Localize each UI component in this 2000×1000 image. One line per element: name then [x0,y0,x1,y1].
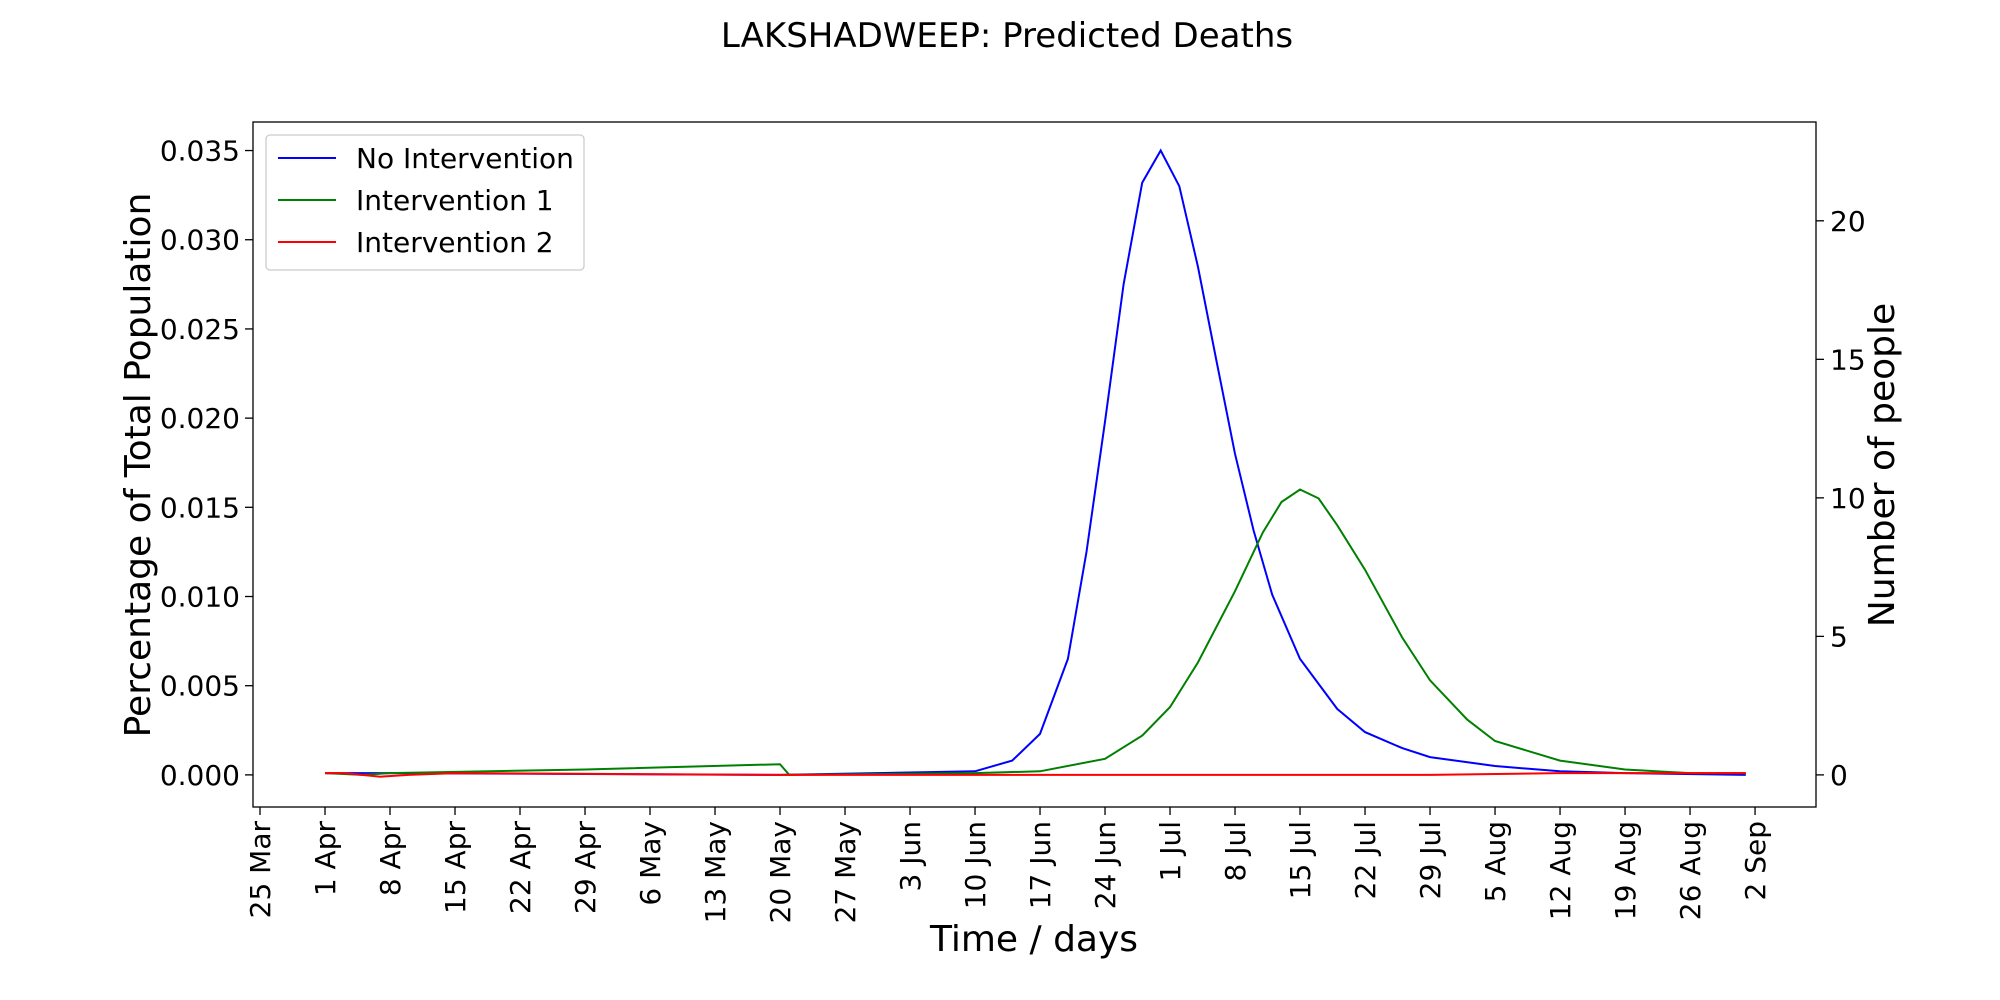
x-tick-label: 20 May [764,821,797,923]
series-line-2 [324,488,1746,776]
y-tick-label: 0.030 [160,224,240,257]
x-tick-label: 15 Apr [439,821,472,914]
legend-box [265,134,585,271]
x-tick-label: 27 May [829,821,862,923]
series-line-1 [325,148,1746,776]
y-axis-right: 0 5 10 15 20 [1816,205,1866,792]
y-right-tick-label: 20 [1830,205,1866,238]
x-tick-label: 19 Aug [1609,821,1642,920]
x-tick-label: 12 Aug [1544,821,1577,920]
y-tick-label: 0.005 [160,670,240,703]
y-tick-label: 0.015 [160,491,240,524]
chart-title: LAKSHADWEEP: Predicted Deaths [721,16,1293,56]
y-right-tick-label: 5 [1830,620,1848,653]
x-tick-label: 8 Apr [374,821,407,897]
y-axis-right-label: Number of people [1862,303,1903,627]
y-tick-label: 0.010 [160,581,240,614]
x-axis-label: Time / days [929,919,1138,960]
x-tick-label: 26 Aug [1674,821,1707,920]
y-tick-label: 0.020 [160,402,240,435]
x-tick-label: 3 Jun [894,821,927,891]
y-tick-label: 0.035 [160,135,240,168]
y-right-tick-label: 10 [1830,482,1866,515]
x-tick-label: 8 Jul [1219,821,1252,882]
y-right-tick-label: 15 [1830,343,1866,376]
x-tick-label: 22 Apr [504,821,537,914]
y-axis-label: Percentage of Total Population [118,193,159,738]
x-tick-label: 13 May [699,821,732,923]
x-tick-label: 2 Sep [1739,821,1772,901]
x-tick-label: 10 Jun [959,821,992,909]
x-tick-label: 25 Mar [244,821,277,919]
x-axis: 25 Mar 1 Apr 8 Apr 15 Apr 22 Apr 29 Apr 6 May 1… [244,807,1772,923]
x-tick-label: 24 Jun [1089,821,1122,909]
x-tick-label: 6 May [634,821,667,906]
x-tick-label: 29 Jul [1414,821,1447,899]
y-tick-label: 0.000 [160,759,240,792]
x-tick-label: 22 Jul [1349,821,1382,899]
x-tick-label: 5 Aug [1479,821,1512,902]
y-right-tick-label: 0 [1830,759,1848,792]
y-tick-label: 0.025 [160,313,240,346]
series-line-3 [325,772,1746,778]
x-tick-label: 15 Jul [1284,821,1317,899]
legend-label: Intervention 1 [356,184,554,217]
x-tick-label: 1 Apr [309,821,342,897]
x-tick-label: 17 Jun [1024,821,1057,909]
y-axis-left: 0.000 0.005 0.010 0.015 0.020 0.025 0.030 0.035 [160,135,253,792]
x-tick-label: 29 Apr [569,821,602,914]
legend: No Intervention Intervention 1 Interventio… [265,134,585,271]
legend-label: Intervention 2 [356,226,554,259]
series-layer [324,148,1746,778]
legend-label: No Intervention [356,142,574,175]
x-tick-label: 1 Jul [1154,821,1187,882]
